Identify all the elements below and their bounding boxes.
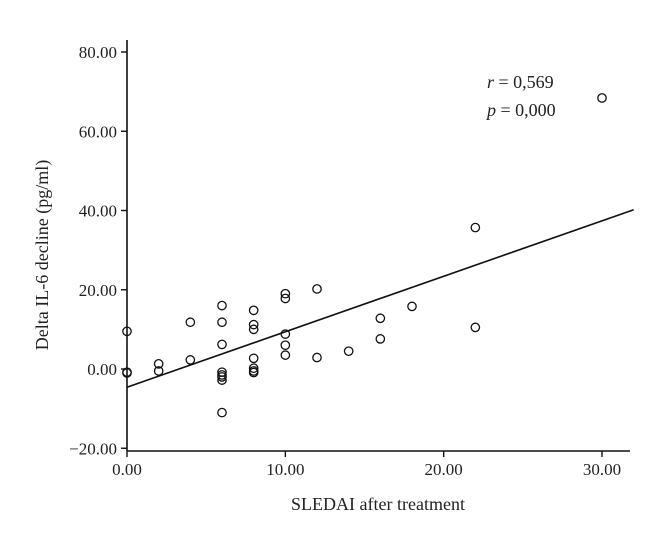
regression-line — [126, 208, 634, 388]
data-point — [375, 334, 386, 344]
x-tick-label: 20.00 — [425, 460, 463, 479]
r-value: 0,569 — [513, 72, 554, 92]
data-point — [248, 324, 259, 335]
data-point — [217, 300, 227, 311]
data-point — [248, 363, 259, 374]
x-axis-title: SLEDAI after treatment — [291, 494, 465, 514]
x-tick-label: 30.00 — [583, 460, 621, 479]
y-axis: −20.00 0.00 20.00 40.00 60.00 80.00 — [69, 43, 127, 458]
x-tick-label: 0.00 — [112, 460, 142, 479]
data-point — [217, 370, 227, 380]
plot-area — [126, 40, 630, 452]
y-tick-label: 0.00 — [87, 360, 117, 379]
data-point — [470, 322, 481, 333]
data-point — [122, 368, 132, 378]
data-point — [122, 326, 132, 337]
data-point — [407, 301, 417, 312]
data-point — [153, 358, 164, 369]
y-tick-label: 80.00 — [79, 43, 117, 62]
data-point — [153, 366, 164, 376]
data-point — [470, 222, 481, 233]
x-tick-label: 10.00 — [266, 460, 304, 479]
data-point — [248, 319, 259, 330]
data-point — [248, 305, 259, 316]
data-point — [248, 367, 259, 378]
data-point — [597, 93, 607, 103]
data-point — [343, 346, 354, 357]
p-annotation: p = 0,000 — [485, 100, 556, 120]
x-axis: 0.00 10.00 20.00 30.00 — [112, 451, 621, 479]
y-tick-label: 60.00 — [79, 122, 117, 141]
data-points — [122, 93, 607, 418]
r-symbol: r — [487, 72, 495, 92]
r-equals: = — [499, 72, 514, 92]
data-point — [217, 339, 227, 350]
p-symbol: p — [485, 100, 496, 120]
data-point — [280, 293, 291, 304]
y-tick-label: 40.00 — [79, 202, 117, 221]
y-tick-label: 20.00 — [79, 281, 117, 300]
data-point — [217, 407, 227, 418]
data-point — [248, 353, 259, 364]
p-equals: = — [501, 100, 516, 120]
data-point — [280, 350, 291, 360]
data-point — [217, 375, 227, 385]
data-point — [312, 352, 322, 363]
data-point — [280, 329, 291, 339]
data-point — [280, 288, 291, 299]
data-point — [280, 340, 291, 351]
data-point — [185, 355, 196, 365]
p-value: 0,000 — [515, 100, 556, 120]
y-tick-label: −20.00 — [69, 439, 117, 458]
data-point — [375, 313, 386, 324]
data-point — [217, 317, 227, 328]
data-point — [312, 284, 322, 294]
y-axis-title: Delta IL-6 decline (pg/ml) — [32, 160, 53, 350]
data-point — [185, 317, 196, 328]
r-annotation: r = 0,569 — [487, 72, 554, 92]
